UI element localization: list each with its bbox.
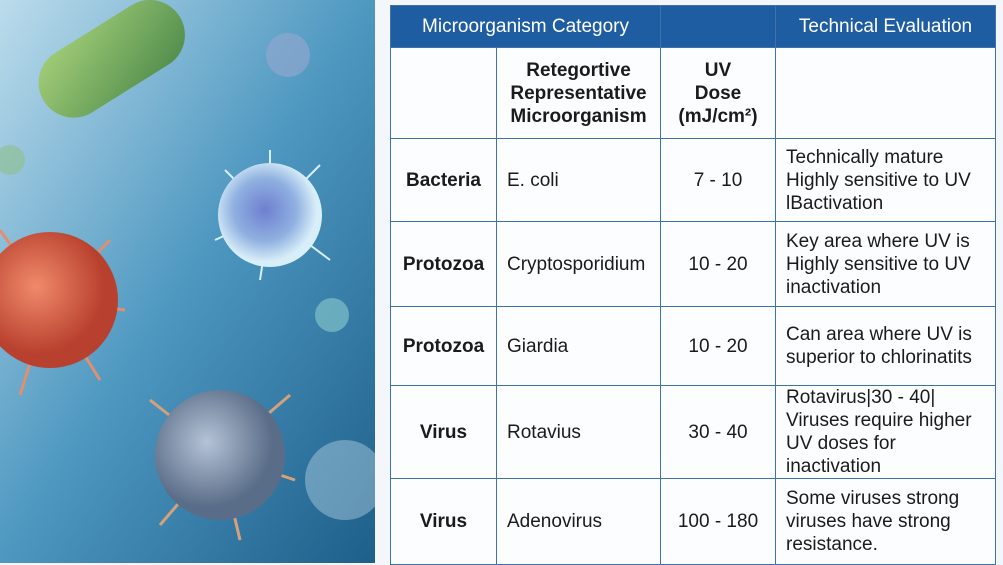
dose-cell: 30 - 40 [660,385,776,479]
text-line: resistance. [786,534,878,555]
organism-cell: E. coli [496,138,661,222]
evaluation-cell: Can area where UV is superior to chlorina… [775,306,996,386]
text-line: Rotavirus|30 - 40| [786,387,936,408]
header-cell: Microorganism Category [390,5,661,48]
uv-dose-table: Microorganism Category Technical Evaluat… [390,5,996,565]
text-line: Can area where UV is [786,324,972,345]
table-row: Virus Adenovirus 100 - 180 Some viruses str… [390,478,996,565]
text-line: Representative [510,82,647,104]
category-cell: Bacteria [390,138,497,222]
subheader-cell [390,47,497,139]
text-line: Technically mature [786,146,944,168]
evaluation-cell: Some viruses strong viruses have strong re… [775,478,996,565]
text-line: Dose [694,82,742,104]
header-cell [660,5,776,48]
text-line: lBactivation [786,192,884,214]
text-line: Viruses require higher [786,410,972,431]
header-cell: Technical Evaluation [775,5,996,48]
table-row: Protozoa Giardia 10 - 20 Can area where UV … [390,306,996,386]
text-line: (mJ/cm²) [678,105,758,127]
microorganism-illustration [0,0,375,563]
text-line: UV doses for inactivation [786,433,896,477]
header-row: Microorganism Category Technical Evaluat… [390,5,996,48]
subheader-row: Retegortive Representative Microorganism U… [390,47,996,139]
subheader-cell: Retegortive Representative Microorganism [496,47,661,139]
organism-cell: Adenovirus [496,478,661,565]
evaluation-cell: Key area where UV is Highly sensitive to … [775,221,996,307]
table-row: Protozoa Cryptosporidium 10 - 20 Key area w… [390,221,996,307]
organism-cell: Cryptosporidium [496,221,661,307]
category-cell: Virus [390,478,497,565]
category-cell: Virus [390,385,497,479]
text-line: Microorganism [510,105,647,127]
category-cell: Protozoa [390,221,497,307]
subheader-cell: UV Dose (mJ/cm²) [660,47,776,139]
organism-cell: Giardia [496,306,661,386]
text-line: Key area where UV is [786,230,970,252]
table-row: Bacteria E. coli 7 - 10 Technically mature H… [390,138,996,222]
text-line: UV [704,59,732,81]
dose-cell: 7 - 10 [660,138,776,222]
dose-cell: 10 - 20 [660,221,776,307]
text-line: Retegortive [526,59,631,81]
dose-cell: 10 - 20 [660,306,776,386]
category-cell: Protozoa [390,306,497,386]
text-line: superior to chlorinatits [786,347,972,368]
evaluation-cell: Technically mature Highly sensitive to UV… [775,138,996,222]
organism-cell: Rotavius [496,385,661,479]
dose-cell: 100 - 180 [660,478,776,565]
text-line: Highly sensitive to UV [786,169,971,191]
text-line: inactivation [786,276,882,298]
text-line: Some viruses strong [786,488,960,509]
text-line: Highly sensitive to UV [786,253,971,275]
text-line: viruses have strong [786,511,951,532]
table-row: Virus Rotavius 30 - 40 Rotavirus|30 - 40| Vi… [390,385,996,479]
evaluation-cell: Rotavirus|30 - 40| Viruses require higher… [775,385,996,479]
subheader-cell [775,47,996,139]
